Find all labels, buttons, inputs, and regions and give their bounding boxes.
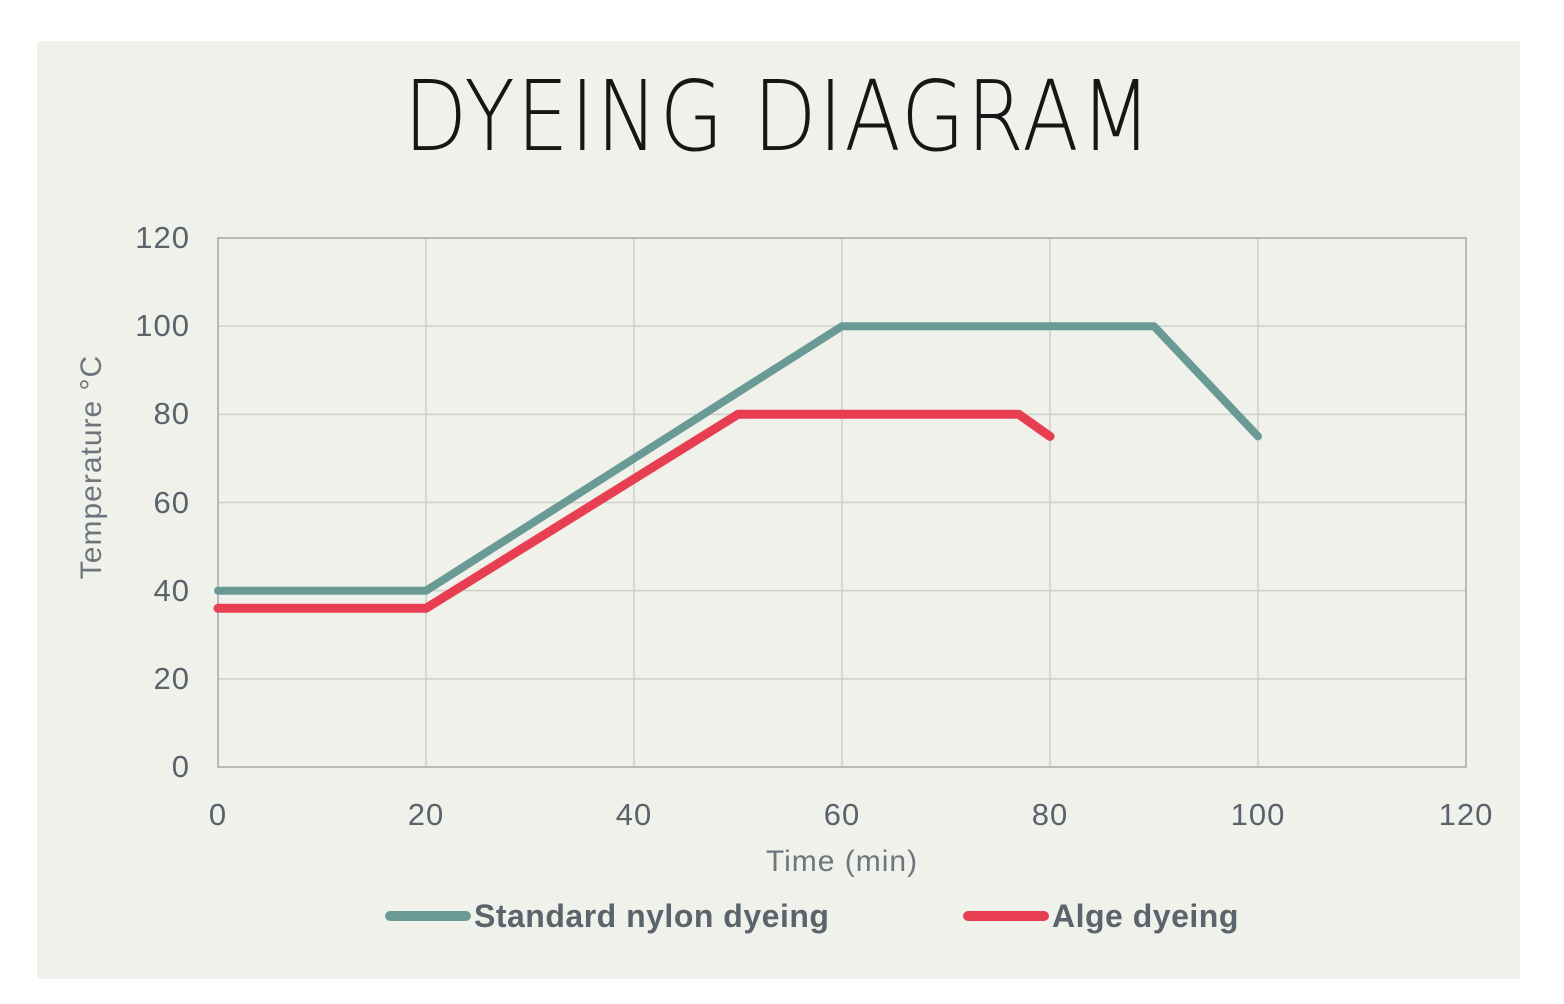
x-tick-label-120: 120 <box>1438 797 1494 832</box>
legend-label-alge-dyeing: Alge dyeing <box>1052 897 1239 934</box>
y-tick-label-100: 100 <box>135 308 190 344</box>
series-line-standard-nylon-dyeing <box>214 322 1262 595</box>
chart-title: DYEING DIAGRAM <box>403 60 1154 173</box>
y-tick-label-80: 80 <box>153 396 190 432</box>
legend-swatch-alge-dyeing-icon <box>963 911 1049 921</box>
x-tick-label-80: 80 <box>1031 797 1069 832</box>
legend-item-standard-nylon-dyeing: Standard nylon dyeing <box>385 896 829 936</box>
x-tick-label-60: 60 <box>823 797 861 832</box>
x-tick-label-40: 40 <box>615 797 653 832</box>
x-tick-label-0: 0 <box>208 797 228 832</box>
y-tick-label-40: 40 <box>153 572 190 608</box>
series-line-alge-dyeing <box>213 409 1055 613</box>
x-tick-label-100: 100 <box>1230 797 1286 832</box>
x-axis-title: Time (min) <box>765 845 919 878</box>
y-axis-title: Temperature °C <box>75 354 108 580</box>
y-tick-label-120: 120 <box>135 220 190 255</box>
chart-panel: DYEING DIAGRAM 0 20 40 60 80 100 120 0 20 40 60 80 1… <box>37 41 1520 979</box>
legend-swatch-standard-nylon-dyeing-icon <box>385 911 471 921</box>
y-tick-label-0: 0 <box>171 749 190 784</box>
x-tick-label-20: 20 <box>407 797 445 832</box>
legend-label-standard-nylon-dyeing: Standard nylon dyeing <box>474 897 830 934</box>
y-tick-label-60: 60 <box>153 484 190 520</box>
plot-border <box>217 237 1467 768</box>
legend-item-alge-dyeing: Alge dyeing <box>963 896 1239 936</box>
y-tick-label-20: 20 <box>153 660 190 696</box>
chart-plot-area <box>213 237 1467 768</box>
